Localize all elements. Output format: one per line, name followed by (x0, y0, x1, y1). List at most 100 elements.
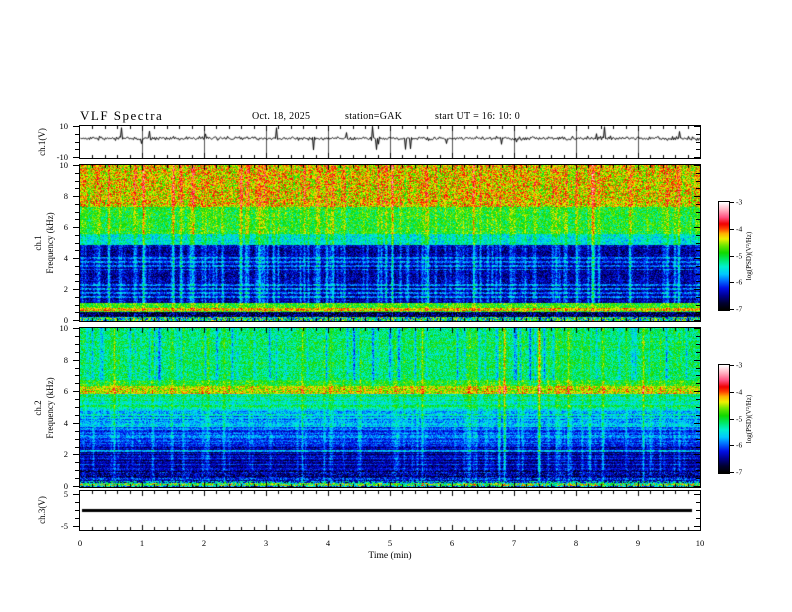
ch3-waveform-canvas (80, 491, 700, 530)
colorbar-tick-label: -5 (736, 414, 743, 424)
x-tick-label: 2 (201, 538, 207, 548)
y-tick-major-right (694, 165, 700, 166)
y-tick-minor-right (696, 266, 700, 267)
y-tick-minor-right (696, 312, 700, 313)
y-tick-minor-right (696, 344, 700, 345)
colorbar-tick-label: -3 (736, 197, 743, 207)
colorbar2-canvas (719, 365, 729, 473)
y-tick-major-right (694, 320, 700, 321)
y-tick-minor-right (696, 518, 700, 519)
y-tick-minor (75, 447, 79, 448)
x-tick-label: 5 (387, 538, 393, 548)
x-tick-label: 8 (573, 538, 579, 548)
colorbar-tick (730, 472, 734, 473)
y-tick-minor (75, 134, 79, 135)
y-tick-major-right (694, 126, 700, 127)
y-tick-major-right (694, 423, 700, 424)
y-tick-minor (75, 399, 79, 400)
y-tick-minor (75, 336, 79, 337)
y-tick-label: 10 (59, 121, 69, 131)
ch1-waveform-canvas (80, 126, 700, 158)
y-tick-minor-right (696, 142, 700, 143)
y-tick-minor (75, 462, 79, 463)
y-tick-minor-right (696, 510, 700, 511)
y-tick-minor-right (696, 478, 700, 479)
colorbar-tick (730, 392, 734, 393)
y-tick-major-right (694, 360, 700, 361)
y-tick-minor (75, 149, 79, 150)
ch2-spectrogram-canvas (80, 328, 700, 487)
y-tick-minor (75, 510, 79, 511)
y-tick-major (73, 454, 79, 455)
y-tick-minor-right (696, 415, 700, 416)
y-tick-minor-right (696, 173, 700, 174)
y-tick-minor (75, 344, 79, 345)
header-station: station=GAK (345, 111, 403, 122)
y-tick-major (73, 423, 79, 424)
header-date: Oct. 18, 2025 (252, 111, 311, 122)
colorbar1-canvas (719, 202, 729, 310)
y-tick-label: 6 (63, 222, 68, 232)
y-tick-minor (75, 243, 79, 244)
y-tick-label: 2 (63, 449, 68, 459)
y-tick-label: 10 (59, 323, 69, 333)
colorbar-tick-label: -6 (736, 440, 743, 450)
y-tick-label: 5 (63, 489, 68, 499)
y-tick-major-right (694, 328, 700, 329)
y-tick-minor (75, 266, 79, 267)
y-tick-minor-right (696, 407, 700, 408)
y-tick-minor-right (696, 212, 700, 213)
ch3-waveform-panel (79, 490, 701, 531)
y-tick-major (73, 165, 79, 166)
y-tick-label: 4 (63, 253, 68, 263)
y-tick-minor-right (696, 368, 700, 369)
y-tick-label: 0 (63, 315, 68, 325)
y-tick-minor-right (696, 502, 700, 503)
y-tick-minor-right (696, 188, 700, 189)
ch2-spectrogram-panel (79, 327, 701, 488)
y-tick-minor (75, 470, 79, 471)
y-tick-minor (75, 173, 79, 174)
y-tick-minor-right (696, 219, 700, 220)
y-tick-minor-right (696, 274, 700, 275)
y-tick-major-right (694, 289, 700, 290)
ch3-ylabel: ch.3(V) (37, 496, 47, 524)
y-tick-minor-right (696, 439, 700, 440)
colorbar-tick-label: -4 (736, 387, 743, 397)
colorbar-tick (730, 256, 734, 257)
y-tick-minor (75, 478, 79, 479)
y-tick-minor (75, 142, 79, 143)
ch1-spectrogram-canvas (80, 165, 700, 321)
x-tick-label: 10 (695, 538, 705, 548)
wave-ylabel: ch.1(V) (37, 128, 47, 156)
y-tick-label: 10 (59, 160, 69, 170)
y-tick-major (73, 289, 79, 290)
y-tick-minor (75, 250, 79, 251)
y-tick-major (73, 360, 79, 361)
x-tick-label: 9 (635, 538, 641, 548)
y-tick-major (73, 196, 79, 197)
y-tick-label: -10 (56, 152, 68, 162)
ch1-waveform-panel (79, 125, 701, 159)
colorbar-tick-label: -6 (736, 277, 743, 287)
y-tick-minor (75, 502, 79, 503)
y-tick-minor (75, 212, 79, 213)
page-title: VLF Spectra (80, 108, 164, 123)
y-tick-minor (75, 305, 79, 306)
y-tick-minor (75, 297, 79, 298)
ch1-spectrogram-panel (79, 164, 701, 322)
y-tick-minor-right (696, 149, 700, 150)
colorbar-tick-label: -3 (736, 360, 743, 370)
y-tick-minor-right (696, 336, 700, 337)
y-tick-label: 0 (63, 481, 68, 491)
y-tick-major-right (694, 157, 700, 158)
y-tick-major-right (694, 494, 700, 495)
y-tick-minor-right (696, 250, 700, 251)
header-start-ut: start UT = 16: 10: 0 (435, 111, 521, 122)
y-tick-minor-right (696, 431, 700, 432)
y-tick-major-right (694, 526, 700, 527)
y-tick-minor-right (696, 134, 700, 135)
colorbar-tick (730, 419, 734, 420)
colorbar-tick-label: -7 (736, 467, 743, 477)
